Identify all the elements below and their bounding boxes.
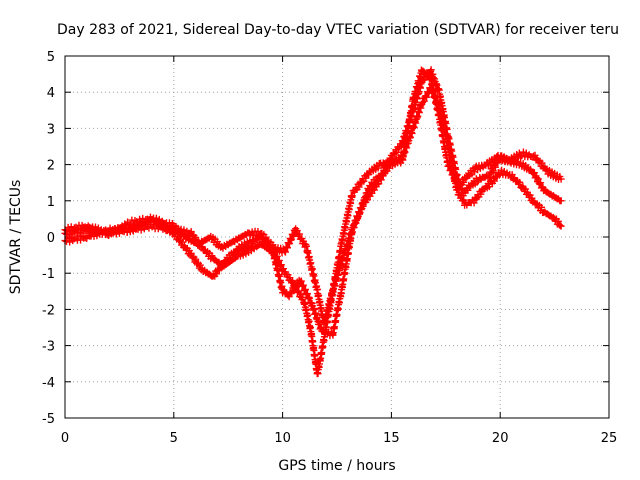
data-point <box>538 203 546 211</box>
data-point <box>145 217 153 225</box>
data-point <box>355 183 363 191</box>
data-point <box>393 148 401 156</box>
data-point <box>557 222 565 230</box>
data-point <box>70 224 78 232</box>
data-point <box>262 233 270 241</box>
data-point <box>362 174 370 182</box>
data-point <box>470 199 478 207</box>
data-point <box>488 168 496 176</box>
data-point <box>136 215 144 223</box>
grid-lines <box>65 56 609 418</box>
y-tick-label: 3 <box>47 122 55 137</box>
data-point <box>554 217 562 225</box>
data-point <box>534 175 542 183</box>
data-point <box>285 293 293 301</box>
data-point <box>296 290 304 298</box>
data-points <box>61 66 565 378</box>
data-point <box>375 180 383 188</box>
data-point <box>137 219 145 227</box>
data-point <box>470 168 478 176</box>
y-tick-label: 5 <box>47 50 55 65</box>
x-tick-label: 0 <box>61 431 69 446</box>
y-axis-label: SDTVAR / TECUs <box>8 180 24 295</box>
chart-title: Day 283 of 2021, Sidereal Day-to-day VTE… <box>57 22 619 38</box>
x-tick-label: 20 <box>492 431 509 446</box>
data-point <box>489 167 497 175</box>
data-point <box>213 270 221 278</box>
data-point <box>477 190 485 198</box>
data-point <box>66 227 74 235</box>
data-point <box>419 98 427 106</box>
y-tick-label: -5 <box>42 412 55 427</box>
data-point <box>217 264 225 272</box>
y-tick-label: -3 <box>42 340 55 355</box>
data-point <box>290 287 298 295</box>
axis-ticks: 0 5 10 15 20 25 -5 -4 -3 -2 -1 0 1 2 3 4 5 <box>42 50 617 446</box>
data-point <box>516 178 524 186</box>
data-point <box>70 235 78 243</box>
data-point <box>66 238 74 246</box>
data-point <box>485 183 493 191</box>
data-point <box>125 221 133 229</box>
y-tick-label: -4 <box>42 376 55 391</box>
data-point <box>145 224 153 232</box>
data-point <box>423 93 431 101</box>
x-axis-label: GPS time / hours <box>278 458 395 474</box>
x-tick-label: 5 <box>170 431 178 446</box>
data-point <box>420 97 428 105</box>
plot-frame <box>64 55 610 419</box>
y-tick-label: -2 <box>42 303 55 318</box>
data-point <box>492 163 500 171</box>
y-tick-label: 4 <box>47 86 55 101</box>
data-point <box>473 178 481 186</box>
data-point <box>131 217 139 225</box>
data-point <box>490 177 498 185</box>
data-point <box>296 230 304 238</box>
data-point <box>460 178 468 186</box>
data-point <box>293 227 301 235</box>
data-point <box>192 255 200 263</box>
data-point <box>485 173 493 181</box>
data-point <box>557 197 565 205</box>
data-point <box>533 174 541 182</box>
series-trace-3 <box>61 66 565 327</box>
data-point <box>464 186 472 194</box>
data-point <box>492 157 500 165</box>
data-point <box>179 238 187 246</box>
data-point <box>187 249 195 257</box>
y-tick-label: 2 <box>47 159 55 174</box>
data-point <box>537 179 545 187</box>
data-point <box>187 228 195 236</box>
data-point <box>530 169 538 177</box>
series-trace-2 <box>61 84 565 340</box>
data-point <box>557 175 565 183</box>
y-tick-label: 1 <box>47 195 55 210</box>
data-point <box>457 192 465 200</box>
x-tick-label: 15 <box>383 431 400 446</box>
data-point <box>269 248 277 256</box>
data-point <box>348 192 356 200</box>
data-point <box>374 164 382 172</box>
x-tick-label: 25 <box>601 431 618 446</box>
data-point <box>123 228 131 236</box>
y-tick-label: 0 <box>47 231 55 246</box>
y-tick-label: -1 <box>42 267 55 282</box>
x-tick-label: 10 <box>274 431 291 446</box>
